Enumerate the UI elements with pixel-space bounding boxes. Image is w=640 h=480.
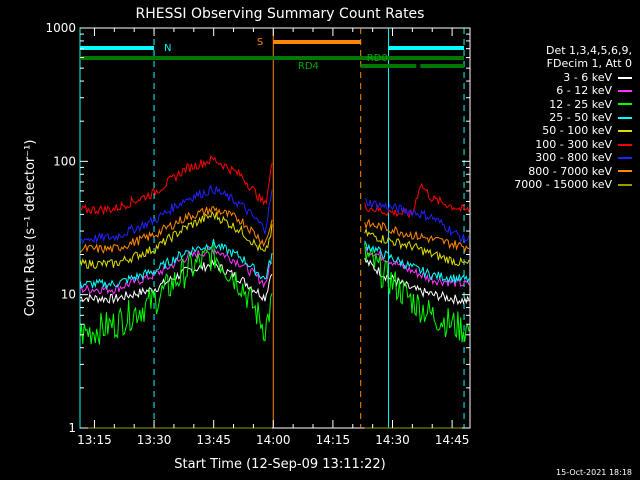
x-tick-label: 13:30 [137,433,172,447]
legend-label: 6 - 12 keV [556,84,612,98]
legend-item: 50 - 100 keV [472,124,632,137]
legend: Det 1,3,4,5,6,9, FDecim 1, Att 0 3 - 6 k… [472,44,632,191]
timestamp: 15-Oct-2021 18:18 [556,468,632,477]
legend-swatch [618,143,632,146]
y-axis-label: Count Rate (s⁻¹ detector⁻¹) [23,140,38,317]
legend-label: 3 - 6 keV [563,70,612,84]
x-tick-label: 13:45 [196,433,231,447]
annotations: N S RD0 RD4 [164,37,388,72]
series-line [364,198,470,244]
legend-label: 25 - 50 keV [549,111,612,125]
legend-swatch [618,76,632,79]
y-tick-label: 10 [61,288,76,302]
legend-label: 300 - 800 keV [535,151,612,165]
legend-label: 7000 - 15000 keV [514,178,612,192]
chart-title: RHESSI Observing Summary Count Rates [136,6,425,22]
series-group [79,154,470,429]
legend-swatch [618,183,632,186]
time-markers [79,28,465,428]
legend-header-1: Det 1,3,4,5,6,9, [545,44,632,57]
series-line [364,242,470,343]
series-line [364,258,470,306]
series-line [79,239,273,291]
legend-swatch [618,170,632,173]
y-tick-label: 1 [68,421,76,435]
series-line [79,259,273,305]
x-tick-label: 14:15 [316,433,351,447]
y-tick-label: 100 [53,154,76,168]
annotation-label: RD4 [298,61,319,72]
legend-item: 3 - 6 keV [472,71,632,84]
legend-item: 800 - 7000 keV [472,165,632,178]
series-line [364,246,470,287]
series-line [79,184,273,244]
legend-item: 300 - 800 keV [472,151,632,164]
series-line [79,210,273,270]
x-tick-label: 14:45 [435,433,470,447]
legend-swatch [618,89,632,92]
legend-label: 50 - 100 keV [542,124,612,138]
series-line [79,206,273,254]
x-ticks: 13:15 13:30 13:45 14:00 14:15 14:30 14:45 [77,28,469,447]
annotation-label: S [257,37,263,48]
legend-header-2: FDecim 1, Att 0 [546,57,632,71]
annotation-label: RD0 [367,53,388,64]
y-ticks: 1 10 100 1000 [45,21,470,435]
series-line [79,238,273,345]
series-line [364,218,470,253]
legend-item: 25 - 50 keV [472,111,632,124]
x-tick-label: 14:30 [375,433,410,447]
x-tick-label: 13:15 [77,433,112,447]
legend-item: 7000 - 15000 keV [472,178,632,191]
series-line [364,227,470,267]
legend-swatch [618,116,632,119]
y-tick-label: 1000 [45,21,76,35]
legend-item: 100 - 300 keV [472,138,632,151]
series-line [79,245,273,295]
legend-item: 6 - 12 keV [472,84,632,97]
annotation-label: N [164,43,171,54]
legend-swatch [618,156,632,159]
series-line [364,240,470,284]
legend-label: 100 - 300 keV [535,137,612,151]
x-axis-label: Start Time (12-Sep-09 13:11:22) [174,457,385,472]
legend-swatch [618,130,632,133]
series-line [79,154,273,216]
status-bars [80,40,465,68]
legend-label: 800 - 7000 keV [528,164,612,178]
x-tick-label: 14:00 [256,433,291,447]
series-line [364,182,470,219]
legend-swatch [618,103,632,106]
legend-label: 12 - 25 keV [549,97,612,111]
legend-item: 12 - 25 keV [472,98,632,111]
